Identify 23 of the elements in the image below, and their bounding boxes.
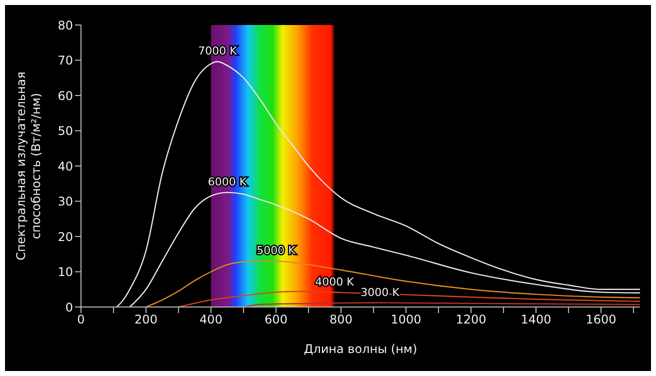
y-tick-label: 0: [65, 300, 73, 314]
y-tick-label: 40: [58, 159, 73, 174]
x-tick-label: 800: [330, 312, 352, 327]
y-axis-title: Спектральная излучательная способность (Вт/м²/нм): [14, 72, 43, 260]
y-tick-label: 20: [58, 230, 73, 244]
line-series: [145, 260, 640, 307]
annotation: 7000 K: [198, 44, 238, 58]
x-axis-title: Длина волны (нм): [304, 342, 418, 356]
x-tick-label: 1200: [456, 312, 486, 327]
x-tick-label: 1400: [520, 312, 552, 327]
x-tick-label: 200: [134, 312, 158, 327]
y-tick-label: 30: [58, 194, 73, 209]
y-tick-label: 80: [58, 18, 73, 32]
x-tick-label: 1600: [586, 312, 616, 327]
y-tick-label: 60: [58, 88, 73, 103]
y-tick-label: 50: [58, 124, 73, 138]
x-tick-label: 1000: [390, 312, 422, 327]
x-tick-label: 400: [200, 312, 222, 327]
x-tick-label: 0: [77, 312, 85, 327]
y-tick-label: 10: [58, 265, 73, 280]
x-tick-label: 600: [264, 312, 288, 327]
line-series: [116, 61, 640, 307]
y-tick-label: 70: [58, 54, 73, 68]
